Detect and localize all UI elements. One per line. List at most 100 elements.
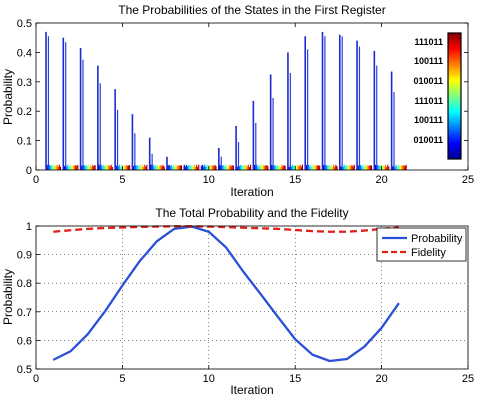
chart1-y-ticks: 0 0.1 0.2 0.3 0.4 0.5 [17, 18, 468, 177]
x-tick-label: 20 [375, 373, 387, 385]
state-bar [326, 165, 328, 170]
state-bar [204, 164, 206, 170]
y-tick-label: 0.9 [17, 250, 32, 262]
state-bar [245, 164, 247, 170]
state-bar [85, 164, 87, 170]
state-bar [75, 165, 77, 170]
state-bar [127, 165, 130, 170]
state-bar [46, 164, 48, 170]
state-bar [48, 164, 50, 170]
state-bar [382, 164, 384, 170]
state-bar [92, 164, 94, 170]
chart2-legend: Probability Fidelity [376, 227, 467, 262]
state-bar [296, 165, 298, 170]
state-bar [226, 166, 228, 170]
state-bar [292, 165, 295, 170]
state-bar [137, 165, 139, 170]
state-bar [265, 165, 267, 170]
state-bar [209, 165, 212, 170]
state-bar [180, 165, 183, 170]
state-bar [364, 164, 366, 170]
state-bar [253, 164, 256, 170]
state-bar [156, 165, 159, 170]
state-bar [402, 165, 404, 170]
state-bar [163, 166, 165, 170]
state-bar [227, 164, 229, 170]
state-bar [206, 164, 208, 170]
state-bar [123, 164, 125, 170]
state-bar [101, 166, 103, 170]
state-bar [404, 166, 406, 170]
state-bar [136, 165, 138, 170]
state-bar [135, 165, 137, 170]
colorbar-label: 100111 [414, 115, 443, 125]
state-bar [284, 165, 286, 170]
state-bar [328, 165, 330, 170]
state-bar [368, 165, 370, 170]
state-bar [271, 165, 273, 170]
state-bar [276, 164, 278, 170]
state-bar [102, 165, 105, 170]
state-bar [351, 164, 353, 170]
state-bar [153, 166, 155, 170]
state-bar [207, 166, 209, 170]
state-bar [261, 166, 263, 170]
state-bar [211, 165, 213, 170]
state-bar [141, 164, 144, 170]
y-tick-label: 0.1 [17, 136, 32, 148]
state-bar [221, 165, 223, 170]
state-bar [126, 165, 128, 170]
state-bar [238, 166, 241, 170]
x-tick-label: 10 [203, 174, 215, 186]
x-tick-label: 20 [375, 174, 387, 186]
state-bar [396, 166, 398, 170]
state-bar [77, 164, 79, 170]
state-bar [84, 165, 86, 170]
state-bar [197, 166, 199, 170]
colorbar-label: 100111 [414, 56, 443, 66]
state-bar [395, 164, 397, 170]
state-bar [298, 166, 300, 170]
state-bar [315, 165, 317, 170]
state-bar [139, 164, 141, 170]
state-bar [106, 165, 108, 170]
state-bar [150, 164, 152, 170]
state-bar [345, 165, 348, 170]
state-bar [297, 165, 299, 170]
state-bar [121, 164, 123, 170]
state-bar [281, 164, 283, 170]
state-bar [129, 165, 131, 170]
state-bar [66, 166, 68, 170]
state-bar [349, 165, 351, 170]
state-bar [229, 164, 231, 170]
state-bar [54, 165, 56, 170]
state-bar [250, 164, 252, 170]
state-bar [133, 166, 135, 170]
state-bar [120, 166, 122, 170]
state-bar [83, 165, 85, 170]
state-bar [334, 166, 336, 170]
state-bar [380, 165, 382, 170]
state-bar [367, 166, 369, 170]
state-bar [160, 165, 162, 170]
colorbar-label: 010011 [413, 135, 443, 145]
state-bar [70, 166, 72, 170]
state-bar [280, 167, 282, 170]
state-bar [189, 165, 191, 170]
state-bar [185, 164, 188, 170]
state-bar [175, 164, 177, 170]
series-fidelity-line [53, 225, 399, 233]
colorbar [447, 32, 462, 160]
state-bar [256, 164, 258, 170]
state-bar [69, 164, 71, 170]
state-bar [174, 166, 176, 170]
state-bar [329, 166, 331, 170]
state-bar [310, 164, 312, 170]
state-bar [277, 166, 280, 170]
state-bar [295, 165, 297, 170]
state-bar [383, 166, 385, 170]
state-bar [398, 165, 400, 170]
state-bar [258, 164, 260, 170]
y-tick-label: 0.4 [17, 47, 32, 59]
state-bar [94, 165, 96, 170]
